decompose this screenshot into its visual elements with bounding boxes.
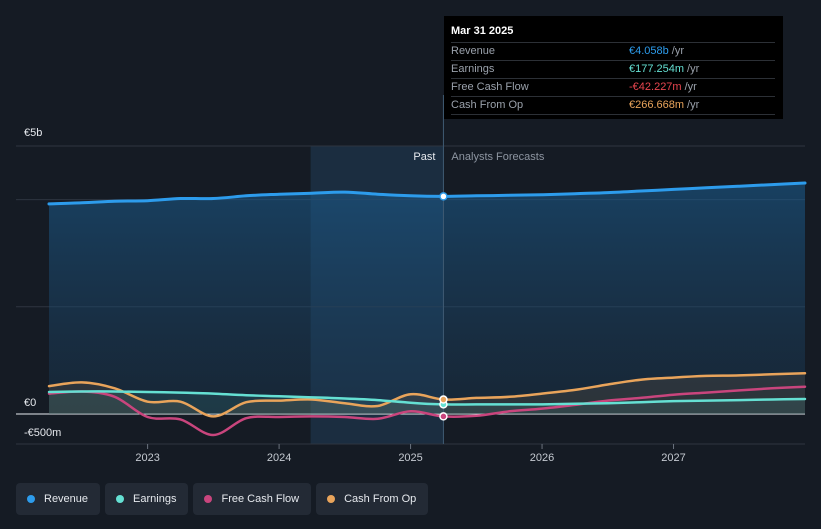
series-line <box>47 372 807 418</box>
series-marker <box>439 412 448 421</box>
tooltip-value: €177.254m <box>629 63 685 75</box>
x-tick-label: 2027 <box>661 452 685 464</box>
legend-item-revenue[interactable]: Revenue <box>16 483 101 515</box>
y-axis-label: €0 <box>24 397 36 409</box>
series-line <box>47 181 807 206</box>
chart-legend: Revenue Earnings Free Cash Flow Cash Fro… <box>16 483 429 515</box>
tooltip-value: €4.058b <box>629 45 669 57</box>
series-marker <box>439 192 448 201</box>
legend-dot-icon <box>204 495 213 503</box>
tooltip-value: -€42.227m <box>629 81 682 93</box>
series-area <box>49 391 805 414</box>
tooltip-unit: /yr <box>684 81 697 93</box>
tooltip-row-cash-from-op: Cash From Op €266.668m /yr <box>451 97 775 115</box>
tooltip-label: Revenue <box>451 45 496 57</box>
tooltip-date: Mar 31 2025 <box>451 22 775 43</box>
x-tick-label: 2026 <box>530 452 554 464</box>
series-line <box>47 385 807 437</box>
legend-item-free-cash-flow[interactable]: Free Cash Flow <box>193 483 312 515</box>
past-label: Past <box>413 151 435 163</box>
tooltip-label: Cash From Op <box>451 99 524 111</box>
revenue-area <box>49 183 805 414</box>
series-line <box>47 390 807 406</box>
legend-dot-icon <box>327 495 336 503</box>
y-axis-label: €5b <box>24 127 42 139</box>
legend-item-cash-from-op[interactable]: Cash From Op <box>316 483 429 515</box>
y-axis-label: -€500m <box>24 427 61 439</box>
tooltip-value: €266.668m <box>629 99 685 111</box>
legend-label: Earnings <box>133 493 177 505</box>
x-tick-label: 2023 <box>135 452 159 464</box>
tooltip-row-earnings: Earnings €177.254m /yr <box>451 61 775 79</box>
tooltip-unit: /yr <box>687 63 700 75</box>
legend-dot-icon <box>27 495 35 503</box>
legend-dot-icon <box>116 495 125 503</box>
tooltip-label: Earnings <box>451 63 495 75</box>
legend-item-earnings[interactable]: Earnings <box>105 483 189 515</box>
tooltip-row-revenue: Revenue €4.058b /yr <box>451 43 775 61</box>
legend-label: Free Cash Flow <box>221 493 300 505</box>
legend-label: Revenue <box>44 493 89 505</box>
forecast-label: Analysts Forecasts <box>451 151 544 163</box>
tooltip-panel: Mar 31 2025 Revenue €4.058b /yr Earnings… <box>444 16 783 119</box>
tooltip-unit: /yr <box>671 45 684 57</box>
series-marker <box>439 395 448 404</box>
x-tick-label: 2024 <box>267 452 291 464</box>
tooltip-unit: /yr <box>687 99 700 111</box>
tooltip-row-free-cash-flow: Free Cash Flow -€42.227m /yr <box>451 79 775 97</box>
x-tick-label: 2025 <box>398 452 422 464</box>
legend-label: Cash From Op <box>344 493 417 505</box>
tooltip-label: Free Cash Flow <box>451 81 529 93</box>
